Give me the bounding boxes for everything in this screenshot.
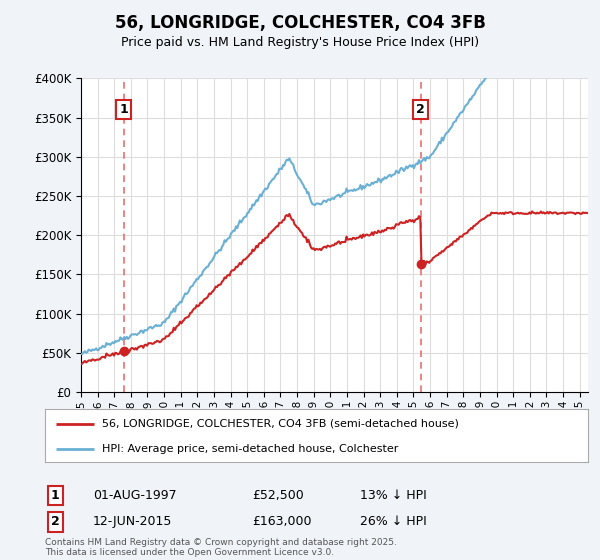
Text: 1: 1: [119, 103, 128, 116]
Text: £163,000: £163,000: [252, 515, 311, 529]
Text: 2: 2: [51, 515, 60, 529]
Text: 01-AUG-1997: 01-AUG-1997: [93, 489, 176, 502]
Text: 1: 1: [51, 489, 60, 502]
Text: 26% ↓ HPI: 26% ↓ HPI: [360, 515, 427, 529]
Text: £52,500: £52,500: [252, 489, 304, 502]
Text: 56, LONGRIDGE, COLCHESTER, CO4 3FB: 56, LONGRIDGE, COLCHESTER, CO4 3FB: [115, 14, 485, 32]
Text: Contains HM Land Registry data © Crown copyright and database right 2025.
This d: Contains HM Land Registry data © Crown c…: [45, 538, 397, 557]
Text: 56, LONGRIDGE, COLCHESTER, CO4 3FB (semi-detached house): 56, LONGRIDGE, COLCHESTER, CO4 3FB (semi…: [102, 419, 459, 429]
Text: 2: 2: [416, 103, 425, 116]
Text: Price paid vs. HM Land Registry's House Price Index (HPI): Price paid vs. HM Land Registry's House …: [121, 36, 479, 49]
Text: 12-JUN-2015: 12-JUN-2015: [93, 515, 172, 529]
Text: HPI: Average price, semi-detached house, Colchester: HPI: Average price, semi-detached house,…: [102, 444, 398, 454]
Text: 13% ↓ HPI: 13% ↓ HPI: [360, 489, 427, 502]
